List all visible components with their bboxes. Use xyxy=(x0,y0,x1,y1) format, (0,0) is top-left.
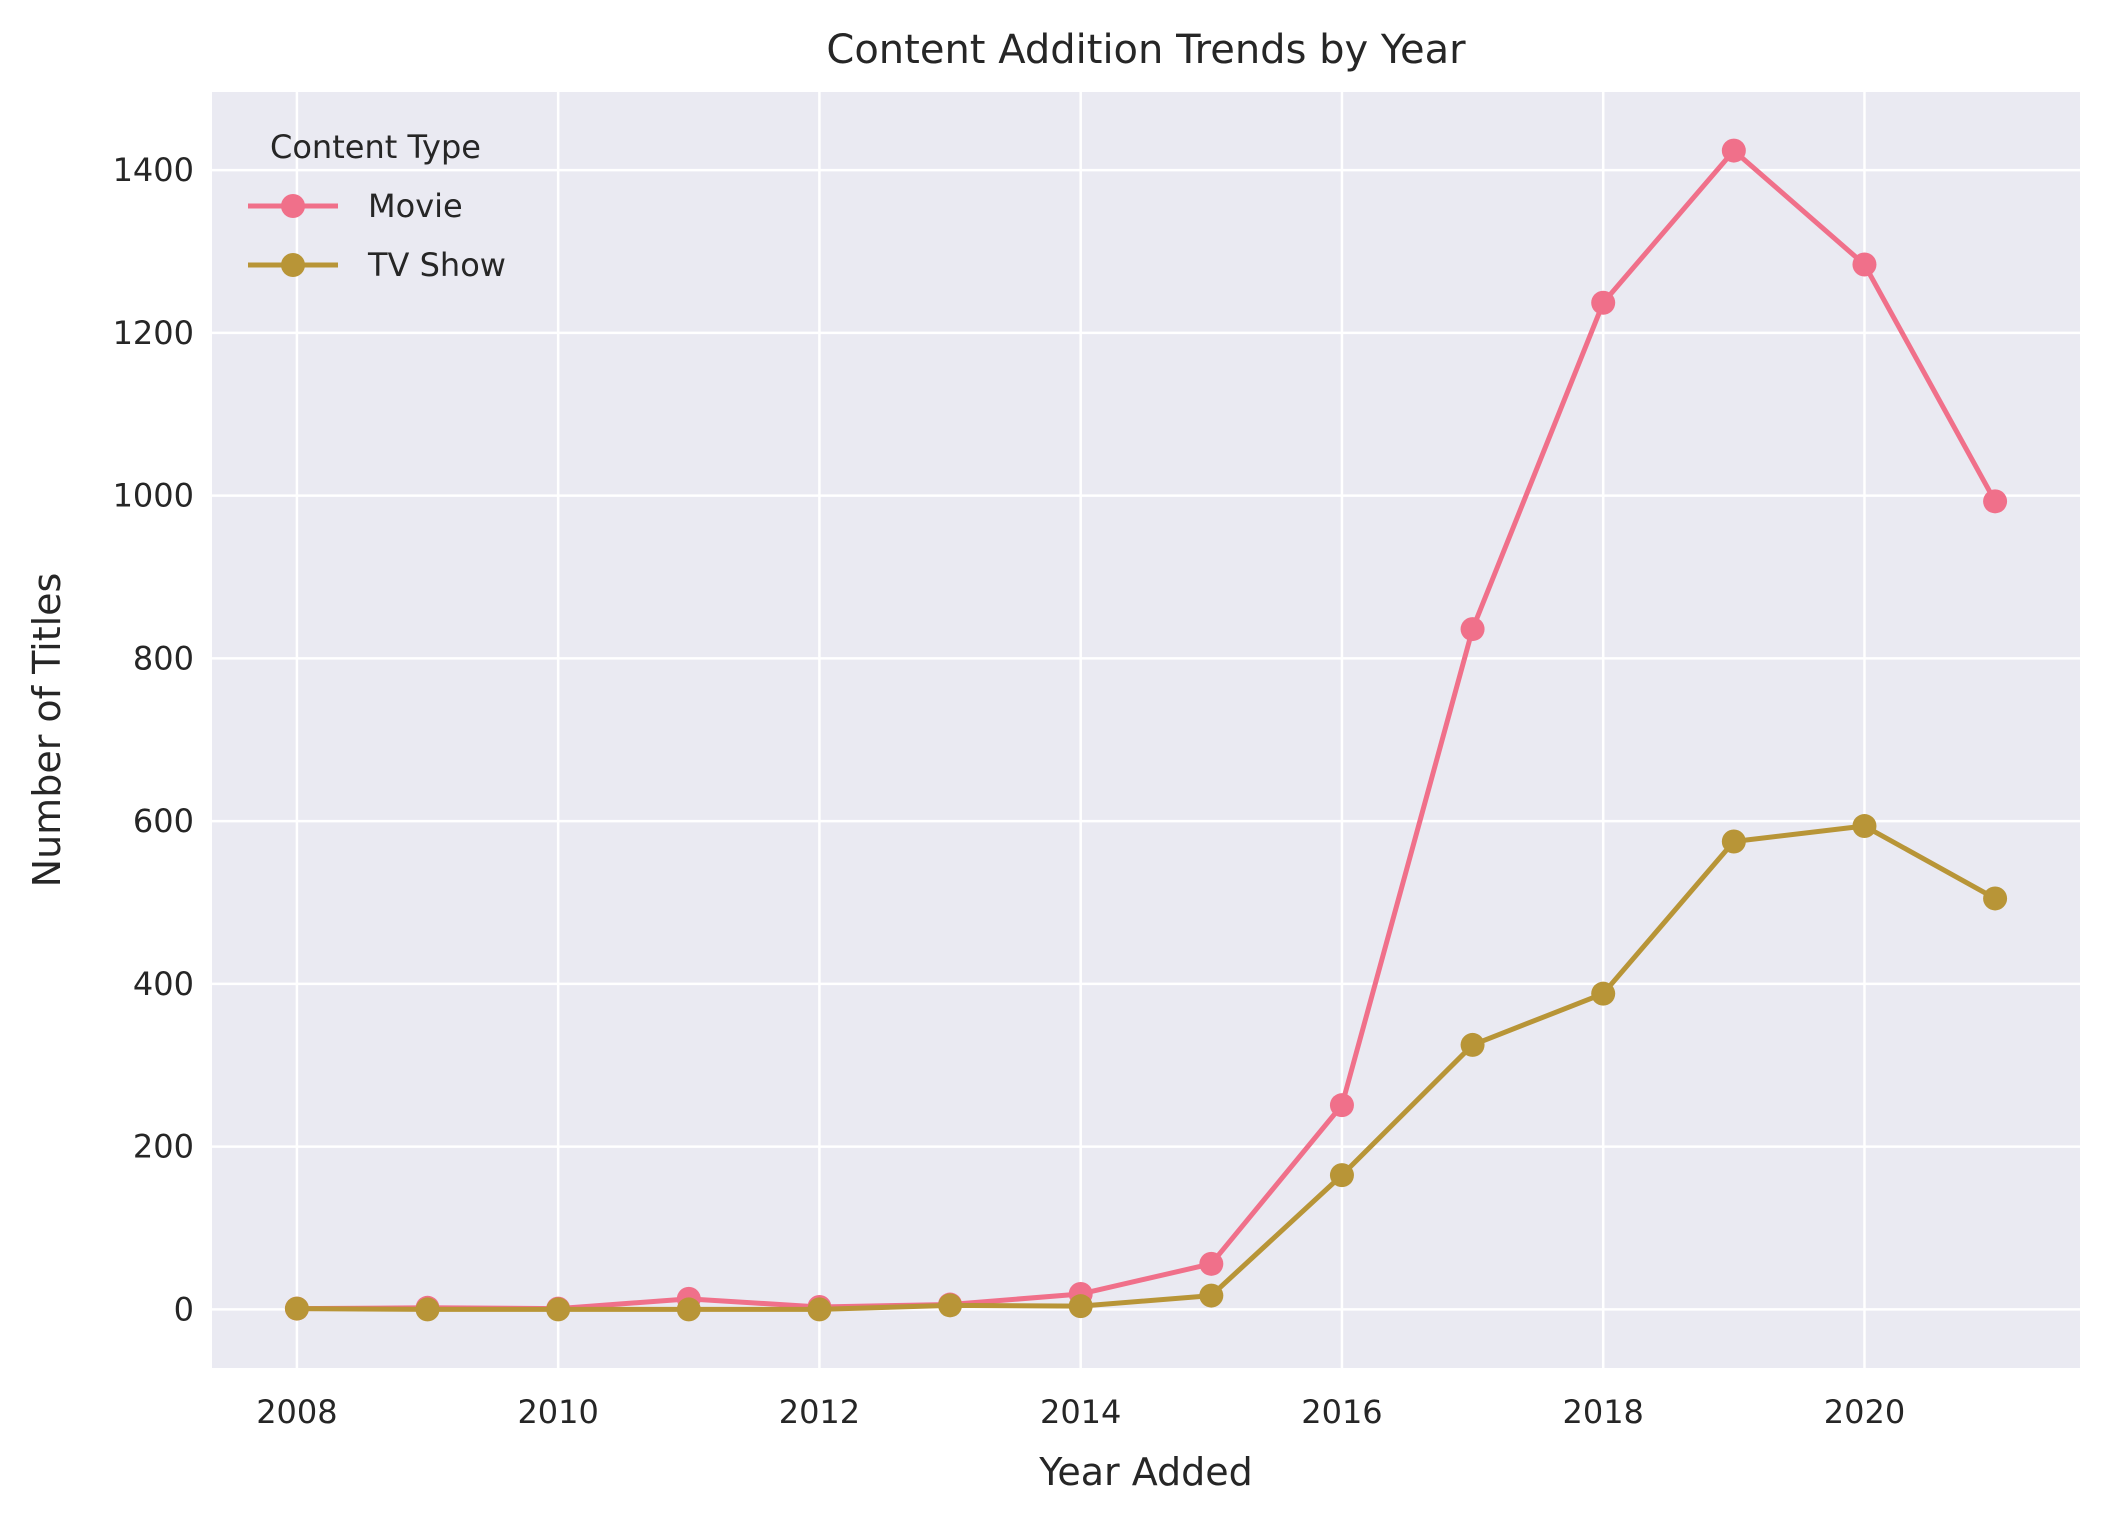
data-point-tv-show xyxy=(1983,886,2008,911)
legend-entry-tv-show: TV Show xyxy=(248,246,506,284)
y-axis-label: Number of Titles xyxy=(25,573,69,888)
y-tick-label: 1400 xyxy=(113,151,194,189)
data-point-tv-show xyxy=(1068,1294,1093,1319)
series-layer xyxy=(284,138,2008,1322)
data-point-tv-show xyxy=(1329,1163,1354,1188)
data-point-movie xyxy=(1721,138,1746,163)
y-tick-label: 1200 xyxy=(113,314,194,352)
data-point-movie xyxy=(1329,1093,1354,1118)
x-tick-labels: 2008 2010 2012 2014 2016 2018 2020 xyxy=(256,1393,1905,1431)
series-line-tv-show xyxy=(294,823,1998,1312)
data-point-tv-show xyxy=(1460,1032,1485,1057)
legend-entry-movie: Movie xyxy=(248,187,463,225)
data-point-tv-show xyxy=(415,1297,440,1322)
y-tick-labels: 0 200 400 600 800 1000 1200 1400 xyxy=(113,151,194,1328)
data-point-movie xyxy=(1199,1251,1224,1276)
y-tick-label: 400 xyxy=(133,965,194,1003)
y-tick-label: 800 xyxy=(133,639,194,677)
y-tick-label: 0 xyxy=(174,1290,194,1328)
y-tick-label: 200 xyxy=(133,1128,194,1166)
legend: Content Type Movie TV Show xyxy=(248,128,506,284)
y-tick-label: 1000 xyxy=(113,477,194,515)
data-point-movie xyxy=(1852,252,1877,277)
legend-title: Content Type xyxy=(270,128,481,166)
data-point-tv-show xyxy=(807,1297,832,1322)
chart-title: Content Addition Trends by Year xyxy=(826,27,1466,73)
data-point-tv-show xyxy=(1852,814,1877,839)
x-tick-label: 2020 xyxy=(1824,1393,1905,1431)
x-tick-label: 2012 xyxy=(779,1393,860,1431)
x-tick-label: 2008 xyxy=(256,1393,337,1431)
x-tick-label: 2018 xyxy=(1562,1393,1643,1431)
legend-label-movie: Movie xyxy=(368,187,463,225)
data-point-movie xyxy=(1460,617,1485,642)
data-point-tv-show xyxy=(1721,829,1746,854)
data-point-tv-show xyxy=(938,1293,963,1318)
data-point-tv-show xyxy=(1199,1283,1224,1308)
x-axis-label: Year Added xyxy=(1038,1450,1253,1494)
series-tv-show xyxy=(284,814,2008,1322)
plot-background xyxy=(212,92,2080,1368)
legend-marker-movie xyxy=(281,194,305,218)
data-point-tv-show xyxy=(284,1296,309,1321)
data-point-movie xyxy=(1983,489,2008,514)
x-tick-label: 2016 xyxy=(1301,1393,1382,1431)
data-point-tv-show xyxy=(546,1297,571,1322)
legend-label-tv-show: TV Show xyxy=(367,246,506,284)
data-point-tv-show xyxy=(676,1297,701,1322)
x-tick-label: 2014 xyxy=(1040,1393,1121,1431)
data-point-movie xyxy=(1591,290,1616,315)
legend-marker-tv-show xyxy=(281,253,305,277)
x-tick-label: 2010 xyxy=(517,1393,598,1431)
y-tick-label: 600 xyxy=(133,802,194,840)
data-point-tv-show xyxy=(1591,981,1616,1006)
